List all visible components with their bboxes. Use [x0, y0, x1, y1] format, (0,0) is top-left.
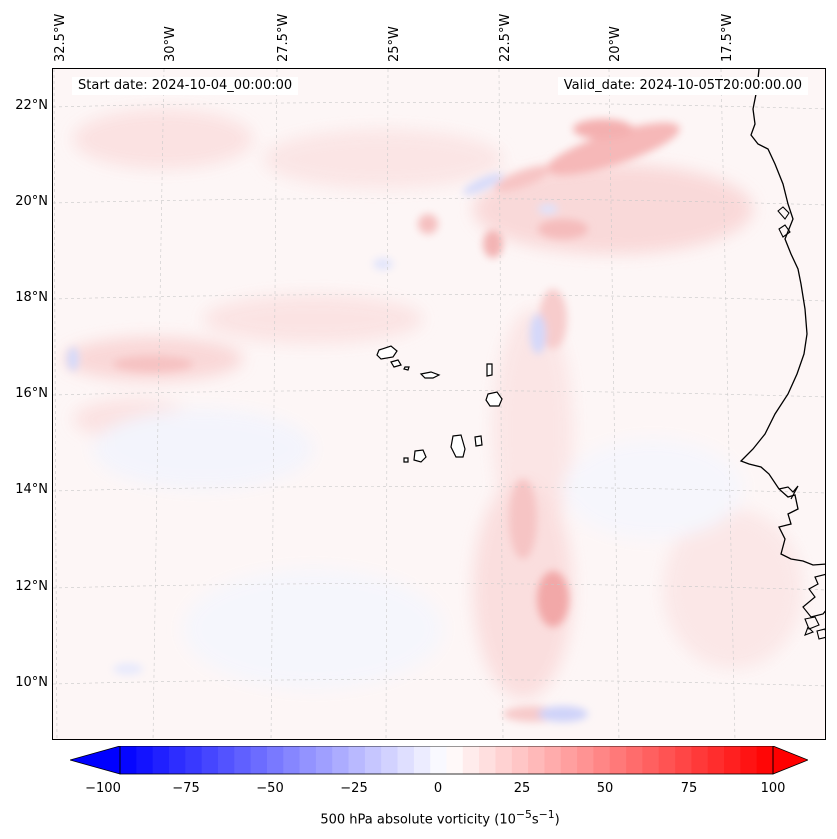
coastline-gambia — [778, 485, 799, 500]
lat-label-22n: 22°N — [15, 98, 48, 113]
cb-tick-25: 25 — [513, 781, 531, 796]
colorbar-segment — [397, 746, 415, 774]
lon-label-17-5w: 17.5°W — [720, 13, 735, 62]
colorbar-segment — [495, 746, 513, 774]
cb-tick-minus-25: −25 — [340, 781, 368, 796]
colorbar-segment — [462, 746, 480, 774]
colorbar-segment — [609, 746, 627, 774]
valid-date-label: Valid_date: 2024-10-05T20:00:00.00 — [557, 77, 808, 95]
colorbar-segment — [120, 746, 137, 774]
colorbar-segment — [593, 746, 611, 774]
colorbar-segment — [152, 746, 170, 774]
colorbar-segment — [168, 746, 186, 774]
lat-label-14n: 14°N — [15, 482, 48, 497]
colorbar-segment — [691, 746, 709, 774]
map-panel[interactable] — [52, 68, 826, 740]
colorbar — [70, 746, 808, 775]
colorbar-segment — [626, 746, 643, 774]
island-fogo — [413, 449, 427, 463]
island-sao-nicolau — [419, 371, 441, 379]
island-boa-vista — [485, 391, 503, 407]
colorbar-segment — [528, 746, 545, 774]
colorbar-segment — [332, 746, 349, 774]
coast-notch-2 — [778, 224, 791, 238]
colorbar-segment — [201, 746, 219, 774]
colorbar-segment — [217, 746, 235, 774]
lon-label-32-5w: 32.5°W — [53, 13, 68, 62]
lon-label-20w: 20°W — [608, 26, 623, 62]
cape-verde-islands — [376, 345, 503, 463]
colorbar-segment — [250, 746, 268, 774]
colorbar-segment — [642, 746, 660, 774]
colorbar-segment — [658, 746, 676, 774]
lat-label-20n: 20°N — [15, 194, 48, 209]
lat-label-10n: 10°N — [15, 675, 48, 690]
colorbar-segment — [348, 746, 366, 774]
colorbar-label: 500 hPa absolute vorticity (10−5s−1) — [320, 808, 560, 828]
cb-tick-minus-50: −50 — [256, 781, 284, 796]
colorbar-segment — [707, 746, 725, 774]
gridlines — [53, 69, 825, 739]
lat-label-18n: 18°N — [15, 290, 48, 305]
island-brava — [403, 457, 409, 463]
colorbar-segment — [675, 746, 692, 774]
cb-tick-0: 0 — [433, 781, 443, 796]
colorbar-segment — [724, 746, 741, 774]
island-sal — [486, 363, 493, 377]
bijagos-islands — [804, 616, 825, 640]
colorbar-segment — [315, 746, 333, 774]
colorbar-outline — [119, 746, 774, 775]
island-santa-luzia — [403, 366, 410, 371]
start-date-label: Start date: 2024-10-04_00:00:00 — [72, 77, 299, 95]
colorbar-segment — [577, 746, 594, 774]
colorbar-segment — [740, 746, 758, 774]
colorbar-segment — [511, 746, 529, 774]
coast-notch-1 — [777, 206, 790, 220]
island-santiago — [450, 434, 466, 458]
colorbar-extend-low — [70, 746, 121, 775]
colorbar-segment — [446, 746, 464, 774]
colorbar-segment — [136, 746, 154, 774]
island-sao-vicente — [390, 359, 402, 368]
cb-tick-minus-100: −100 — [85, 781, 121, 796]
lon-label-22-5w: 22.5°W — [498, 13, 513, 62]
colorbar-segment — [756, 746, 774, 774]
colorbar-segment — [185, 746, 203, 774]
lon-label-25w: 25°W — [387, 26, 402, 62]
vorticity-field — [63, 109, 803, 722]
colorbar-segments — [120, 746, 774, 774]
lat-label-12n: 12°N — [15, 579, 48, 594]
colorbar-segment — [283, 746, 300, 774]
cb-tick-75: 75 — [680, 781, 698, 796]
colorbar-segment — [413, 746, 431, 774]
colorbar-segment — [364, 746, 382, 774]
colorbar-segment — [234, 746, 251, 774]
colorbar-segment — [430, 746, 447, 774]
island-maio — [474, 435, 483, 447]
cb-tick-50: 50 — [596, 781, 614, 796]
colorbar-segment — [381, 746, 398, 774]
colorbar-extend-high — [772, 746, 808, 775]
colorbar-segment — [544, 746, 562, 774]
coastline-west-africa — [739, 69, 825, 566]
lon-label-30w: 30°W — [163, 26, 178, 62]
cb-tick-100: 100 — [760, 781, 786, 796]
island-santo-antao — [376, 345, 398, 360]
colorbar-segment — [299, 746, 317, 774]
cb-tick-minus-75: −75 — [172, 781, 200, 796]
colorbar-segment — [479, 746, 496, 774]
lon-label-27-5w: 27.5°W — [276, 13, 291, 62]
lat-label-16n: 16°N — [15, 386, 48, 401]
vorticity-map — [53, 69, 825, 739]
colorbar-segment — [266, 746, 284, 774]
coastline-guinea-bissau — [802, 573, 825, 618]
colorbar-segment — [560, 746, 578, 774]
